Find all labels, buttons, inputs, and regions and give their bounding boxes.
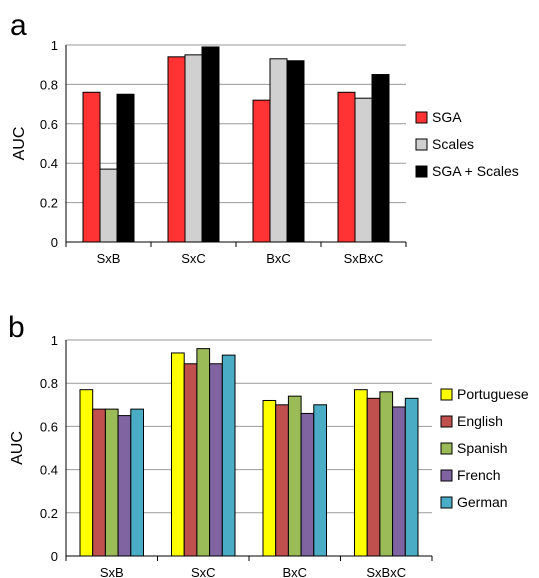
chart-panel-a: a 0 0.2 0.4 0.6 0.8 1 AUC SxB SxC BxC SxBxC SGA Scale…: [10, 9, 519, 266]
bar: [99, 168, 118, 243]
bar: [79, 389, 94, 557]
bar: [404, 397, 419, 557]
bar: [262, 399, 277, 557]
x-tick-label: SxC: [191, 565, 216, 578]
y-tick-label: 0.2: [40, 196, 58, 211]
legend-swatch: [415, 165, 428, 178]
x-tick-label: SxBxC: [344, 251, 384, 266]
legend-swatch: [440, 388, 453, 401]
bar: [201, 46, 220, 243]
x-tick-label: SxB: [100, 565, 124, 578]
x-tick-label: SxBxC: [366, 565, 406, 578]
legend-label: Portuguese: [457, 386, 529, 402]
legend-label: English: [457, 413, 503, 429]
legend-swatch: [440, 442, 453, 455]
y-tick-label: 0.6: [40, 117, 58, 132]
y-axis-label: AUC: [11, 127, 28, 161]
bar: [167, 56, 186, 243]
bar: [252, 99, 271, 243]
bar: [354, 389, 368, 557]
panel-letter: b: [8, 311, 25, 344]
bar: [354, 97, 373, 243]
y-tick-label: 0.2: [40, 506, 58, 521]
legend-label: French: [457, 467, 501, 483]
bar: [183, 363, 198, 557]
x-tick-label: BxC: [266, 251, 291, 266]
x-tick-label: SxC: [181, 251, 206, 266]
bar: [371, 74, 390, 243]
bar: [269, 58, 288, 243]
legend-swatch: [440, 415, 453, 428]
bar: [392, 406, 406, 557]
bar: [116, 93, 135, 243]
bar: [130, 408, 145, 557]
legend-swatch: [415, 138, 428, 151]
bar: [221, 354, 236, 557]
y-tick-label: 0.4: [40, 156, 58, 171]
legend-swatch: [440, 496, 453, 509]
y-tick-label: 0.4: [40, 463, 58, 478]
bar: [379, 391, 394, 557]
legend-label: Scales: [432, 136, 474, 152]
y-tick-label: 1: [51, 333, 58, 348]
panel-letter: a: [10, 9, 27, 42]
bar: [82, 91, 101, 243]
y-tick-label: 0.8: [40, 376, 58, 391]
legend-label: SGA: [432, 109, 462, 125]
x-tick-label: BxC: [282, 565, 307, 578]
y-tick-label: 0: [51, 235, 58, 250]
legend-swatch: [440, 469, 453, 482]
legend-label: Spanish: [457, 440, 508, 456]
legend-label: SGA + Scales: [432, 163, 519, 179]
bar: [300, 412, 315, 557]
y-tick-label: 1: [51, 38, 58, 53]
y-axis-label: AUC: [9, 431, 26, 465]
legend-swatch: [415, 111, 428, 124]
bar: [104, 408, 119, 557]
chart-panel-b: b 0 0.2 0.4 0.6 0.8 1 AUC SxB SxC BxC SxBxC Portugue…: [8, 311, 529, 578]
bar: [313, 404, 327, 557]
bar: [184, 54, 203, 243]
bar: [275, 404, 289, 557]
bar: [92, 408, 106, 557]
bar: [286, 60, 305, 243]
y-tick-label: 0.6: [40, 419, 58, 434]
bar: [196, 348, 211, 557]
bar: [117, 415, 132, 557]
y-tick-label: 0.8: [40, 77, 58, 92]
bar: [337, 91, 356, 243]
y-tick-label: 0: [51, 549, 58, 564]
bar: [287, 395, 302, 557]
bar: [366, 397, 381, 557]
x-tick-label: SxB: [97, 251, 121, 266]
legend-label: German: [457, 494, 508, 510]
bar: [209, 363, 223, 557]
bar: [171, 352, 185, 557]
